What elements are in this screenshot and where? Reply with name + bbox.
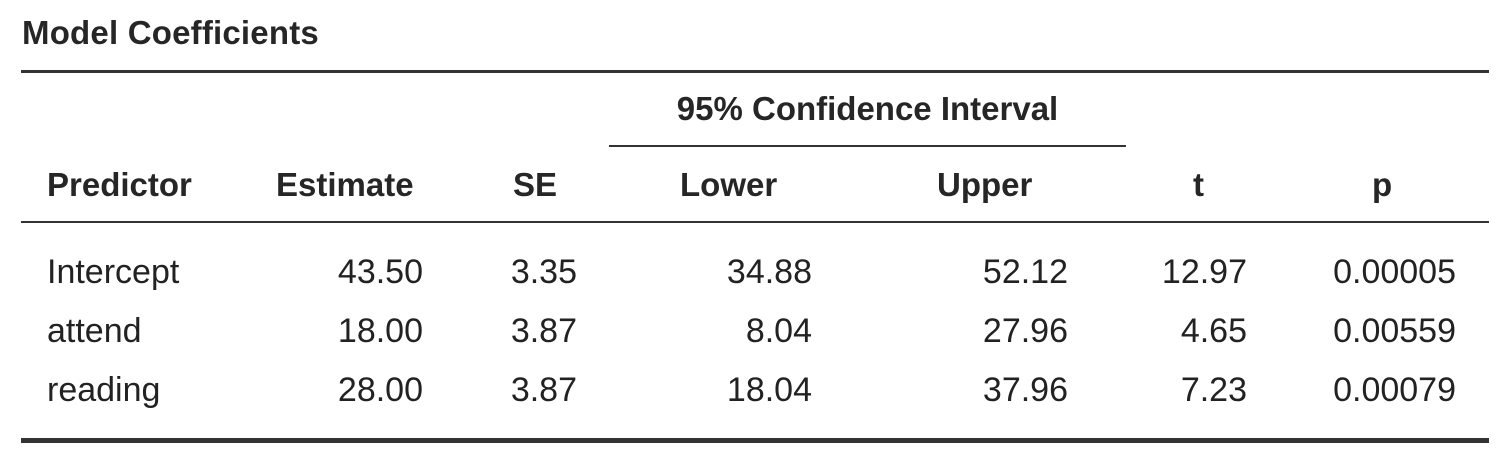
cell-p: 0.00005 xyxy=(1333,253,1456,291)
cell-estimate: 28.00 xyxy=(337,371,423,409)
header-upper: Upper xyxy=(937,166,1033,203)
header-p: p xyxy=(1372,166,1393,203)
cell-p: 0.00079 xyxy=(1333,371,1456,409)
bottom-rule xyxy=(21,438,1489,443)
cell-se: 3.87 xyxy=(510,312,577,350)
cell-estimate: 18.00 xyxy=(337,312,423,350)
cell-estimate: 43.50 xyxy=(337,253,423,291)
cell-lower: 8.04 xyxy=(745,312,812,350)
cell-p: 0.00559 xyxy=(1333,312,1456,350)
table-title: Model Coefficients xyxy=(22,14,319,51)
cell-predictor: reading xyxy=(47,371,161,409)
header-se: SE xyxy=(513,166,558,203)
header-estimate: Estimate xyxy=(276,166,414,203)
cell-lower: 34.88 xyxy=(726,253,812,291)
header-predictor: Predictor xyxy=(47,166,192,203)
cell-upper: 27.96 xyxy=(982,312,1068,350)
cell-se: 3.35 xyxy=(510,253,577,291)
header-lower: Lower xyxy=(680,166,778,203)
confidence-interval-group-header: 95% Confidence Interval xyxy=(676,90,1059,127)
top-rule xyxy=(21,70,1489,73)
cell-t: 7.23 xyxy=(1180,371,1247,409)
cell-upper: 37.96 xyxy=(982,371,1068,409)
cell-t: 4.65 xyxy=(1180,312,1247,350)
cell-upper: 52.12 xyxy=(982,253,1068,291)
cell-predictor: Intercept xyxy=(47,253,180,291)
header-rule xyxy=(21,221,1489,223)
confidence-interval-rule xyxy=(609,145,1126,147)
cell-lower: 18.04 xyxy=(726,371,812,409)
cell-predictor: attend xyxy=(47,312,142,350)
cell-se: 3.87 xyxy=(510,371,577,409)
header-t: t xyxy=(1193,166,1204,203)
cell-t: 12.97 xyxy=(1161,253,1247,291)
